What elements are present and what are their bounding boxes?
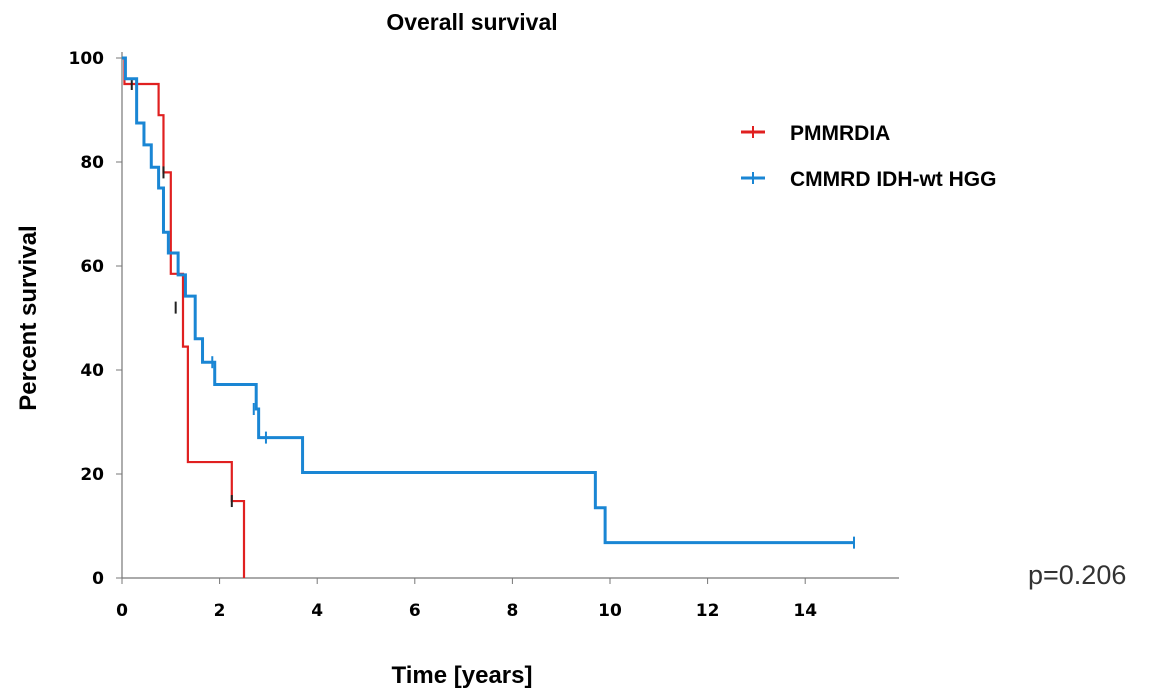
x-tick-label: 8	[506, 601, 518, 621]
legend-item: PMMRDIA	[741, 122, 890, 145]
y-tick-label: 80	[80, 153, 104, 173]
chart-title: Overall survival	[386, 9, 557, 35]
legend-label: PMMRDIA	[790, 122, 890, 145]
x-tick-label: 6	[409, 601, 421, 621]
x-tick-label: 0	[116, 601, 128, 621]
series-pmmrdia	[122, 56, 246, 578]
x-tick-label: 14	[793, 601, 817, 621]
p-value-annotation: p=0.206	[1028, 560, 1126, 590]
x-tick-label: 4	[311, 601, 323, 621]
x-tick-label: 12	[696, 601, 720, 621]
y-tick-label: 60	[80, 257, 104, 277]
survival-curve-line	[122, 56, 246, 578]
y-tick-label: 40	[80, 361, 104, 381]
y-tick-label: 100	[69, 49, 105, 69]
y-tick-label: 20	[80, 465, 104, 485]
tick-group: 0 2 4 6 8 10 12 14 0 20 40 60 80 100	[69, 49, 818, 621]
x-axis-label: Time [years]	[392, 662, 533, 689]
axes	[121, 52, 899, 579]
x-tick-label: 2	[214, 601, 226, 621]
legend-item: CMMRD IDH-wt HGG	[741, 168, 996, 191]
legend-label: CMMRD IDH-wt HGG	[790, 168, 996, 191]
x-tick-label: 10	[598, 601, 622, 621]
legend: PMMRDIA CMMRD IDH-wt HGG	[741, 122, 996, 191]
survival-curve-line	[122, 56, 854, 545]
y-axis-label: Percent survival	[15, 225, 42, 410]
y-tick-label: 0	[92, 569, 104, 589]
series-cmmrd-idh-wt-hgg	[122, 56, 855, 549]
series-group	[122, 56, 855, 578]
